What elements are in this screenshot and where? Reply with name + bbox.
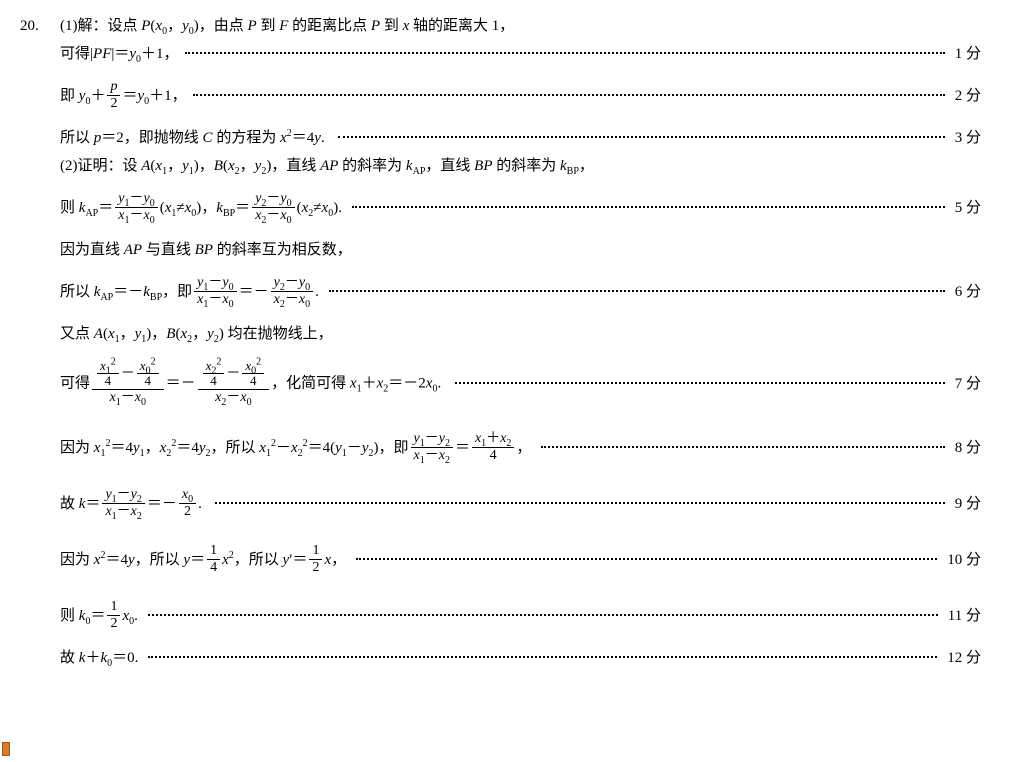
line-2-content: 即 y0＋p2＝y0＋1， [60, 80, 187, 113]
t: 的方程为 [213, 130, 281, 146]
t: 所以 [60, 283, 94, 299]
line-10-content: 因为 x12＝4y1，x22＝4y2，所以 x12－x22＝4(y1－y2)，即… [60, 432, 535, 465]
t: 的距离比点 [288, 18, 371, 34]
page-marker-icon [2, 742, 10, 756]
score-5: 5 分 [951, 196, 981, 220]
leader-dots [329, 289, 945, 292]
line-14: 故 k＋k0＝0. 12 分 [20, 644, 981, 672]
leader-dots [455, 381, 945, 384]
t: 所以 [60, 130, 94, 146]
line-12-content: 因为 x2＝4y，所以 y＝14x2，所以 y′＝12x， [60, 544, 350, 577]
t: 的斜率为 [492, 158, 560, 174]
score-9: 9 分 [951, 492, 981, 516]
score-6: 6 分 [951, 280, 981, 304]
line-8-content: 又点 A(x1，y1)，B(x2，y2) 均在抛物线上， [60, 322, 333, 346]
t: 到 [257, 18, 280, 34]
line-0-content: (1)解：设点 P(x0，y0)，由点 P 到 F 的距离比点 P 到 x 轴的… [60, 14, 514, 38]
t: (1)解：设点 [60, 18, 141, 34]
t: 与直线 [142, 242, 195, 258]
leader-dots [148, 655, 937, 658]
score-3: 3 分 [951, 126, 981, 150]
t: 则 [60, 199, 79, 215]
t: 因为直线 [60, 242, 124, 258]
line-5: 则 kAP＝y1－y0x1－x0(x1≠x0)，kBP＝y2－y0x2－x0(x… [20, 180, 981, 236]
line-1-content: 可得|PF|＝y0＋1， [60, 42, 179, 66]
t: 故 [60, 650, 79, 666]
t: 可得 [60, 375, 90, 391]
t: 轴的距离大 1， [409, 18, 514, 34]
t: (2)证明：设 [60, 158, 141, 174]
line-11: 故 k＝y1－y2x1－x2＝－x02. 9 分 [20, 476, 981, 532]
t: 到 [380, 18, 403, 34]
t: 即 [60, 87, 79, 103]
t: ，即抛物线 [124, 130, 203, 146]
t: 故 [60, 495, 79, 511]
t: ，所以 [211, 439, 260, 455]
leader-dots [541, 445, 945, 448]
score-10: 10 分 [943, 548, 981, 572]
t: 则 [60, 607, 79, 623]
line-10: 因为 x12＝4y1，x22＝4y2，所以 x12－x22＝4(y1－y2)，即… [20, 420, 981, 476]
line-8: 又点 A(x1，y1)，B(x2，y2) 均在抛物线上， [20, 320, 981, 348]
line-3: 所以 p＝2，即抛物线 C 的方程为 x2＝4y. 3 分 [20, 124, 981, 152]
line-9: 可得x124－x024x1－x0＝－x224－x024x2－x0，化简可得 x1… [20, 348, 981, 420]
leader-dots [338, 135, 945, 138]
t: 又点 [60, 326, 94, 342]
line-13-content: 则 k0＝12x0. [60, 600, 142, 633]
leader-dots [215, 501, 944, 504]
line-5-content: 则 kAP＝y1－y0x1－x0(x1≠x0)，kBP＝y2－y0x2－x0(x… [60, 192, 346, 225]
line-3-content: 所以 p＝2，即抛物线 C 的方程为 x2＝4y. [60, 126, 332, 150]
score-11: 11 分 [944, 604, 981, 628]
line-11-content: 故 k＝y1－y2x1－x2＝－x02. [60, 488, 209, 521]
line-7: 所以 kAP＝－kBP，即y1－y0x1－x0＝－y2－y0x2－x0. 6 分 [20, 264, 981, 320]
t: 的斜率为 [338, 158, 406, 174]
line-7-content: 所以 kAP＝－kBP，即y1－y0x1－x0＝－y2－y0x2－x0. [60, 276, 323, 309]
t: ，直线 [271, 158, 320, 174]
t: 均在抛物线上， [224, 326, 333, 342]
line-9-content: 可得x124－x024x1－x0＝－x224－x024x2－x0，化简可得 x1… [60, 361, 449, 407]
solution-page: 20. (1)解：设点 P(x0，y0)，由点 P 到 F 的距离比点 P 到 … [0, 0, 1011, 692]
line-6: 因为直线 AP 与直线 BP 的斜率互为相反数， [20, 236, 981, 264]
t: 因为 [60, 439, 94, 455]
t: ，所以 [135, 551, 184, 567]
line-14-content: 故 k＋k0＝0. [60, 646, 142, 670]
line-6-content: 因为直线 AP 与直线 BP 的斜率互为相反数， [60, 238, 352, 262]
leader-dots [185, 51, 945, 54]
score-2: 2 分 [951, 84, 981, 108]
score-7: 7 分 [951, 372, 981, 396]
leader-dots [356, 557, 937, 560]
t: ，即 [378, 439, 408, 455]
t: ，由点 [199, 18, 248, 34]
score-8: 8 分 [951, 436, 981, 460]
line-1: 可得|PF|＝y0＋1， 1 分 [20, 40, 981, 68]
leader-dots [193, 93, 945, 96]
line-0: 20. (1)解：设点 P(x0，y0)，由点 P 到 F 的距离比点 P 到 … [20, 12, 981, 40]
line-12: 因为 x2＝4y，所以 y＝14x2，所以 y′＝12x， 10 分 [20, 532, 981, 588]
t: ，即 [162, 283, 192, 299]
leader-dots [352, 205, 945, 208]
t: ，化简可得 [271, 375, 350, 391]
line-13: 则 k0＝12x0. 11 分 [20, 588, 981, 644]
question-number: 20. [20, 14, 60, 38]
t: ，所以 [234, 551, 283, 567]
leader-dots [148, 613, 938, 616]
line-4: (2)证明：设 A(x1，y1)，B(x2，y2)，直线 AP 的斜率为 kAP… [20, 152, 981, 180]
t: 可得 [60, 46, 90, 62]
t: 因为 [60, 551, 94, 567]
score-1: 1 分 [951, 42, 981, 66]
t: 的斜率互为相反数， [213, 242, 352, 258]
t: ，直线 [425, 158, 474, 174]
line-4-content: (2)证明：设 A(x1，y1)，B(x2，y2)，直线 AP 的斜率为 kAP… [60, 154, 594, 178]
score-12: 12 分 [943, 646, 981, 670]
line-2: 即 y0＋p2＝y0＋1， 2 分 [20, 68, 981, 124]
